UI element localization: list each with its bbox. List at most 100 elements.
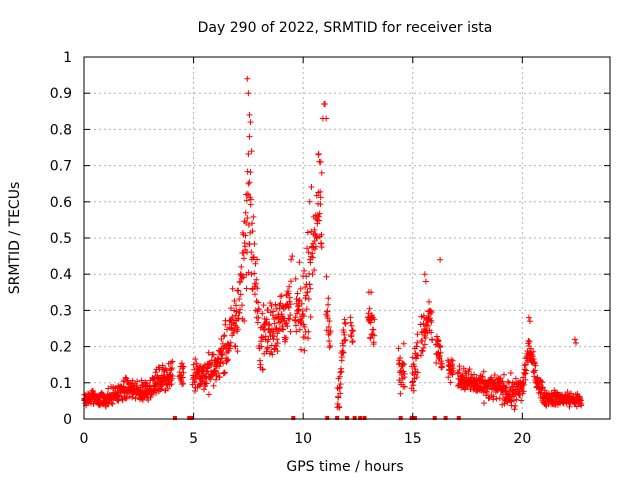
data-point [152,369,159,376]
data-point [530,368,537,375]
data-point [341,331,348,338]
data-point [287,328,294,335]
data-point [485,395,492,402]
data-point [253,276,260,283]
data-point [227,317,234,324]
data-point [438,364,445,371]
data-point [132,395,139,402]
data-point [220,333,227,340]
data-point [530,348,537,355]
data-point [269,351,276,358]
data-point [227,339,234,346]
data-point [318,231,325,238]
data-point [240,255,247,262]
data-point [564,389,571,396]
data-point [287,311,294,318]
data-point [180,380,187,387]
data-point [301,323,308,330]
data-point [115,392,122,399]
data-point [323,273,330,280]
data-point [243,191,250,198]
data-point [326,318,333,325]
x-tick-label: 10 [294,431,312,447]
data-point [335,394,342,401]
data-point [242,232,249,239]
data-point [518,397,525,404]
data-point [433,333,440,340]
data-point [263,319,270,326]
data-point [285,315,292,322]
data-point [134,378,141,385]
data-point [100,391,107,398]
data-point [429,337,436,344]
data-point [286,298,293,305]
zero-marker [352,416,357,420]
data-point [191,379,198,386]
data-point [466,366,473,373]
data-point [285,304,292,311]
data-point [214,354,221,361]
data-point [317,158,324,165]
data-point [193,360,200,367]
data-point [232,343,239,350]
data-point [306,281,313,288]
y-tick-label: 0 [63,412,72,428]
zero-marker [187,416,192,420]
data-point [400,360,407,367]
data-point [205,349,212,356]
data-point [280,306,287,313]
data-point [371,332,378,339]
data-point [349,338,356,345]
data-point [242,209,249,216]
data-point [334,400,341,407]
x-tick-label: 0 [80,431,89,447]
data-point [304,288,311,295]
data-point [237,291,244,298]
zero-marker [412,416,417,420]
data-point [307,313,314,320]
data-point [339,350,346,357]
data-point [207,376,214,383]
data-point [311,266,318,273]
data-point [228,305,235,312]
data-point [317,188,324,195]
data-point [316,217,323,224]
data-point [370,326,377,333]
data-point [179,374,186,381]
data-point [523,367,530,374]
data-point [235,287,242,294]
data-point [433,359,440,366]
data-point [243,197,250,204]
data-point [481,400,488,407]
data-point [145,396,152,403]
data-point [428,309,435,316]
data-point [249,220,256,227]
data-point [421,314,428,321]
data-point [417,352,424,359]
data-point [532,362,539,369]
data-point [428,319,435,326]
data-point [397,354,404,361]
data-point [349,339,356,346]
data-point [311,226,318,233]
data-point [439,364,446,371]
data-point [207,361,214,368]
data-point [397,367,404,374]
data-point [237,278,244,285]
data-point [133,382,140,389]
data-point [414,331,421,338]
data-point [503,384,510,391]
data-point [420,344,427,351]
data-point [337,390,344,397]
data-point [254,285,261,292]
data-point [471,371,478,378]
data-point [316,210,323,217]
data-point [236,296,243,303]
data-point [268,348,275,355]
data-point [304,229,311,236]
y-tick-label: 0.3 [50,303,72,319]
data-point [163,367,170,374]
data-point [219,350,226,357]
data-point [241,317,248,324]
data-point [303,306,310,313]
